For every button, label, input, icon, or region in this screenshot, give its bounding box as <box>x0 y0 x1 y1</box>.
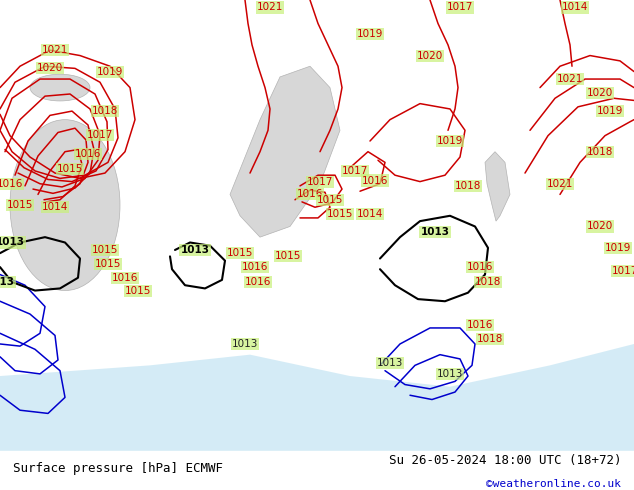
Text: 1021: 1021 <box>42 45 68 55</box>
Text: 1018: 1018 <box>587 147 613 157</box>
Text: 1019: 1019 <box>437 136 463 146</box>
Text: 1016: 1016 <box>0 179 23 189</box>
Text: 1021: 1021 <box>547 179 573 189</box>
Text: 1019: 1019 <box>597 106 623 116</box>
Text: 1015: 1015 <box>95 259 121 269</box>
Text: 1013: 1013 <box>420 227 450 237</box>
Text: 1016: 1016 <box>242 262 268 272</box>
Text: 1020: 1020 <box>587 88 613 98</box>
Ellipse shape <box>30 74 90 101</box>
Text: 1015: 1015 <box>125 286 151 295</box>
Text: 1021: 1021 <box>557 74 583 84</box>
Text: 1015: 1015 <box>317 195 343 205</box>
Text: 1021: 1021 <box>257 2 283 12</box>
Text: 1018: 1018 <box>475 277 501 287</box>
Text: 1017: 1017 <box>87 129 113 140</box>
Text: 1016: 1016 <box>467 320 493 330</box>
Polygon shape <box>230 66 340 237</box>
Text: 1013: 1013 <box>0 277 15 287</box>
Text: 1017: 1017 <box>307 176 333 187</box>
Text: Su 26-05-2024 18:00 UTC (18+72): Su 26-05-2024 18:00 UTC (18+72) <box>389 454 621 467</box>
Text: 1017: 1017 <box>342 166 368 176</box>
Text: 1013: 1013 <box>377 358 403 368</box>
Text: 1016: 1016 <box>75 149 101 159</box>
Text: 1019: 1019 <box>605 243 631 253</box>
Text: 1015: 1015 <box>7 200 33 210</box>
Text: 1016: 1016 <box>245 277 271 287</box>
Polygon shape <box>485 152 510 221</box>
Text: 1016: 1016 <box>297 190 323 199</box>
Text: 1019: 1019 <box>97 67 123 76</box>
Ellipse shape <box>10 120 120 291</box>
Text: 1019: 1019 <box>357 29 383 39</box>
Text: 1017: 1017 <box>612 267 634 276</box>
Text: 1015: 1015 <box>327 209 353 219</box>
Text: 1013: 1013 <box>437 369 463 379</box>
Text: 1020: 1020 <box>587 221 613 231</box>
Text: 1018: 1018 <box>477 334 503 343</box>
Text: 1017: 1017 <box>447 2 473 12</box>
Polygon shape <box>0 344 634 451</box>
Text: 1020: 1020 <box>417 50 443 61</box>
Text: 1013: 1013 <box>0 238 25 247</box>
Text: 1013: 1013 <box>232 339 258 349</box>
Text: Surface pressure [hPa] ECMWF: Surface pressure [hPa] ECMWF <box>13 462 223 475</box>
Text: 1015: 1015 <box>57 164 83 174</box>
Text: 1018: 1018 <box>92 106 118 116</box>
Text: 1013: 1013 <box>181 245 209 255</box>
Text: 1015: 1015 <box>92 245 118 255</box>
Text: ©weatheronline.co.uk: ©weatheronline.co.uk <box>486 479 621 489</box>
Text: 1014: 1014 <box>42 202 68 212</box>
Text: 1016: 1016 <box>112 273 138 283</box>
Text: 1018: 1018 <box>455 181 481 191</box>
Text: 1020: 1020 <box>37 63 63 74</box>
Text: 1016: 1016 <box>362 175 388 186</box>
Text: 1016: 1016 <box>467 262 493 272</box>
Text: 1015: 1015 <box>275 251 301 261</box>
Text: 1014: 1014 <box>562 2 588 12</box>
Text: 1014: 1014 <box>357 209 383 219</box>
Text: 1015: 1015 <box>227 248 253 258</box>
